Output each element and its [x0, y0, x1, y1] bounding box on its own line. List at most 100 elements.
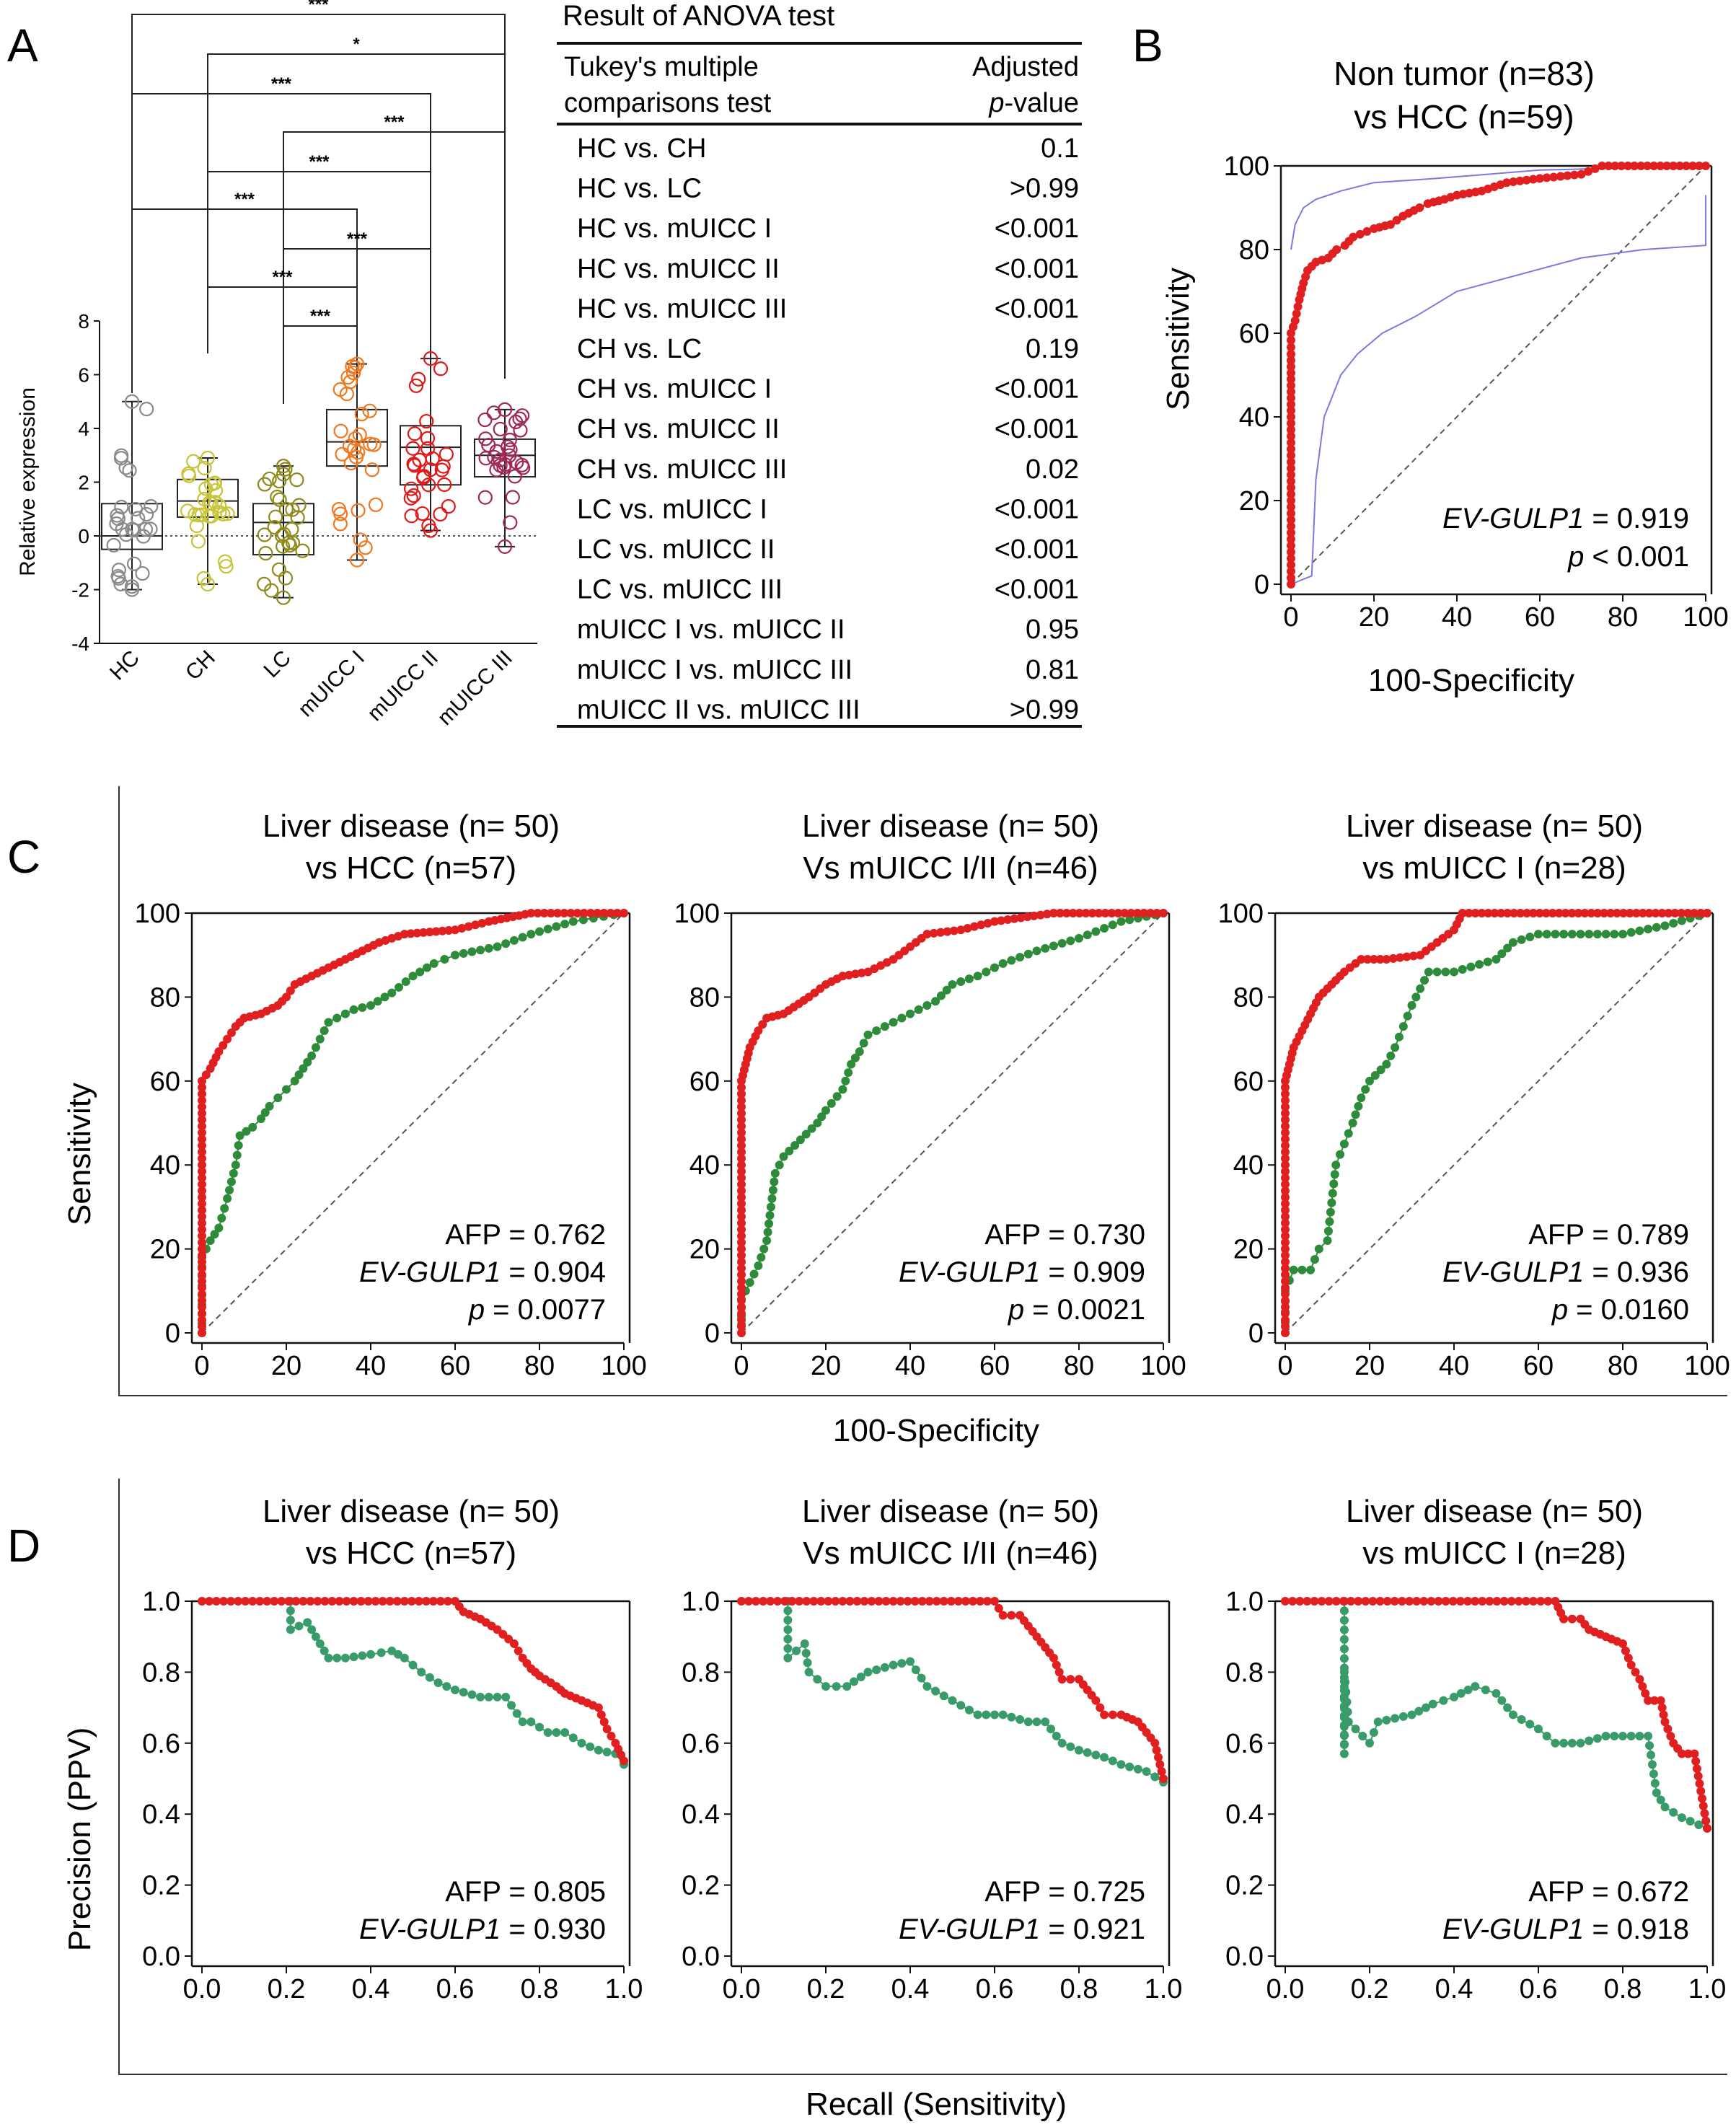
box-muicc-ii — [400, 351, 462, 538]
evgulp1-point — [198, 1238, 206, 1247]
evgulp1-point — [299, 1597, 308, 1606]
afp-point — [1525, 1719, 1535, 1729]
panel-d-axes: 0.0 0.2 0.4 0.6 0.8 1.0 0.0 0.2 0.4 0.6 0.8 1.0 — [142, 1587, 643, 2004]
evgulp1-point — [1580, 909, 1590, 917]
evgulp1-point — [201, 1070, 211, 1080]
afp-point — [602, 1748, 612, 1757]
afp-point — [1618, 930, 1627, 939]
afp-point — [1592, 1734, 1602, 1743]
evgulp1-point — [198, 1135, 206, 1144]
anova-row: HC vs. mUICC II <0.001 — [577, 254, 1079, 284]
anova-pvalue: <0.001 — [995, 374, 1079, 405]
evgulp1-point — [1638, 909, 1647, 917]
afp-point — [282, 1085, 291, 1094]
data-point — [106, 537, 121, 553]
evgulp1-point — [1303, 1597, 1312, 1606]
x-tick-label: 60 — [440, 1351, 470, 1381]
evgulp1-point — [1287, 444, 1295, 454]
data-point — [258, 546, 273, 561]
anova-header-right-2: p-value — [988, 88, 1079, 118]
anova-comparison: LC vs. mUICC III — [577, 575, 783, 605]
evgulp1-point — [1448, 1597, 1458, 1606]
x-tick-label: 1.0 — [605, 1974, 643, 2004]
anova-pvalue: 0.19 — [1026, 334, 1079, 364]
afp-point — [1323, 1226, 1333, 1236]
anova-pvalue: <0.001 — [995, 254, 1079, 284]
evgulp1-point — [1287, 374, 1295, 384]
evgulp1-point — [982, 1597, 992, 1606]
evgulp1-point — [1281, 1283, 1290, 1293]
x-tick-label: 20 — [1354, 1351, 1385, 1381]
data-point — [333, 423, 348, 439]
afp-point — [783, 1616, 793, 1625]
data-point — [503, 515, 518, 530]
y-tick-label: 0.2 — [142, 1871, 180, 1901]
afp-point — [373, 997, 382, 1006]
data-point — [190, 534, 206, 549]
pvalue-value: = 0.0160 — [1568, 1294, 1689, 1326]
afp-point — [785, 1146, 794, 1155]
afp-point — [1475, 960, 1484, 969]
evgulp1-point — [1049, 909, 1058, 917]
evgulp1-point — [1281, 1199, 1290, 1208]
evgulp1-point — [737, 1173, 746, 1183]
evgulp1-point — [961, 1597, 970, 1606]
afp-point — [501, 939, 511, 948]
evgulp1-point — [1140, 909, 1149, 917]
data-point — [508, 414, 524, 430]
data-point — [188, 507, 203, 522]
afp-point — [1108, 920, 1117, 930]
data-point — [131, 511, 146, 526]
afp-point — [1007, 956, 1016, 965]
afp-point — [1644, 925, 1653, 934]
data-point — [332, 516, 348, 532]
evgulp1-point — [198, 1122, 206, 1131]
panel-b-roc: Non tumor (n=83) vs HCC (n=59) Sensitivi… — [1160, 55, 1729, 698]
afp-point — [838, 1085, 847, 1094]
y-tick-label: 0.2 — [1225, 1871, 1264, 1901]
afp-point — [340, 1653, 350, 1663]
panel-c-ylabel: Sensitivity — [62, 1083, 97, 1225]
evgulp1-point — [198, 1128, 206, 1137]
x-tick-label: LC — [259, 646, 295, 682]
afp-point — [256, 1114, 265, 1124]
evgulp1-point — [1281, 1205, 1290, 1215]
afp-point — [1525, 932, 1535, 941]
afp-point — [917, 1673, 926, 1683]
afp-point — [1015, 953, 1025, 962]
evgulp1-value: = 0.921 — [1040, 1914, 1145, 1945]
afp-point — [1023, 949, 1033, 959]
data-point — [416, 469, 431, 484]
evgulp1-point — [838, 1597, 847, 1606]
evgulp1-point — [1281, 1225, 1290, 1234]
y-tick-label: 0.6 — [1225, 1729, 1264, 1759]
afp-point — [509, 935, 519, 945]
evgulp1-point — [802, 1597, 811, 1606]
data-point — [489, 444, 504, 459]
afp-point — [315, 1639, 325, 1649]
afp-point — [948, 979, 957, 989]
data-point — [513, 423, 528, 438]
anova-comparison: mUICC II vs. mUICC III — [577, 695, 860, 725]
evgulp1-point — [1509, 177, 1518, 187]
afp-point — [880, 1022, 889, 1031]
afp-point — [1542, 930, 1551, 939]
evgulp1-point — [1693, 1771, 1703, 1781]
evgulp1-point — [1363, 955, 1373, 964]
afp-point — [821, 1106, 830, 1115]
evgulp1-point — [596, 1710, 606, 1719]
evgulp1-point — [198, 1264, 206, 1273]
afp-point — [1361, 1085, 1370, 1094]
evgulp1-point — [223, 1034, 232, 1044]
anova-row: mUICC II vs. mUICC III >0.99 — [577, 695, 1079, 725]
afp-point — [889, 1018, 898, 1027]
afp-point — [286, 1606, 295, 1616]
evgulp1-point — [737, 1122, 746, 1131]
data-point — [347, 441, 362, 457]
panel-a-axes: -4 -2 0 2 4 6 8 — [71, 310, 537, 655]
evgulp1-point — [1485, 1597, 1494, 1606]
evgulp1-point — [1354, 1597, 1363, 1606]
evgulp1-point — [1347, 1597, 1356, 1606]
evgulp1-point — [407, 1597, 416, 1606]
